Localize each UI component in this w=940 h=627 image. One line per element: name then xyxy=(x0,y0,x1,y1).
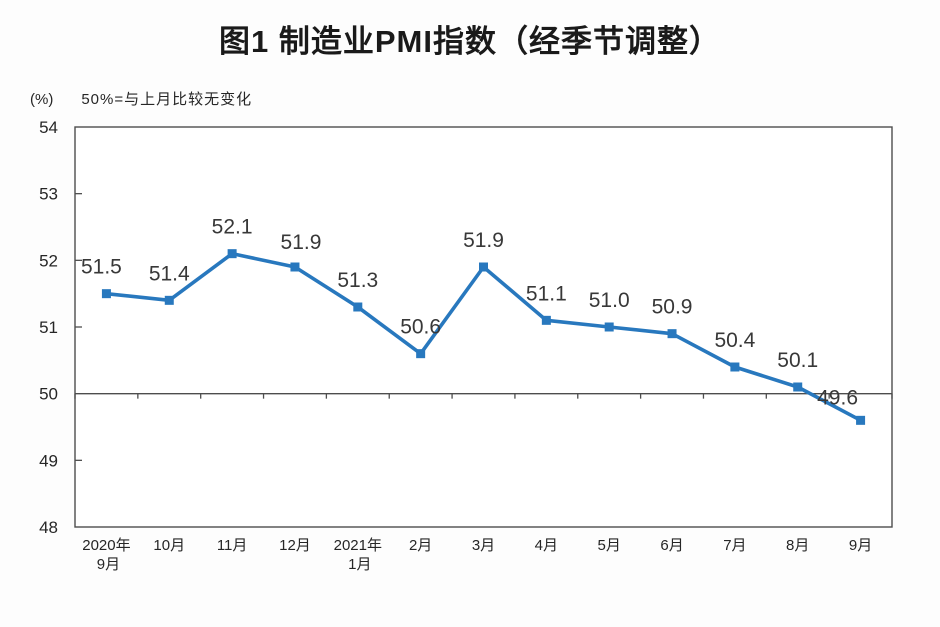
data-point-label: 51.9 xyxy=(281,231,322,254)
x-axis-label: 2月 xyxy=(409,537,432,554)
data-point-marker xyxy=(416,349,426,359)
y-tick-label: 50 xyxy=(39,385,58,404)
data-point-label: 50.6 xyxy=(400,316,441,339)
x-axis-label: 2021年 1月 xyxy=(334,537,382,573)
y-tick-label: 53 xyxy=(39,185,58,204)
y-tick-label: 48 xyxy=(39,518,58,537)
x-axis-label: 8月 xyxy=(786,537,809,554)
chart-title: 图1 制造业PMI指数（经季节调整） xyxy=(219,24,721,59)
y-axis-unit-label: (%) xyxy=(30,91,54,108)
y-tick-label: 49 xyxy=(39,451,58,470)
data-point-label: 51.1 xyxy=(526,282,567,305)
data-point-marker xyxy=(101,289,111,299)
data-point-marker xyxy=(793,382,803,392)
x-axis-label: 5月 xyxy=(598,537,621,554)
data-point-label: 50.1 xyxy=(777,349,818,372)
x-axis-label: 4月 xyxy=(535,537,558,554)
data-point-marker xyxy=(227,249,237,259)
x-axis-label: 12月 xyxy=(279,537,311,554)
plot-area-border xyxy=(74,126,893,528)
data-point-label: 50.4 xyxy=(714,329,755,352)
x-axis-label: 11月 xyxy=(217,537,248,554)
data-point-label: 51.0 xyxy=(589,289,630,312)
x-axis-label: 9月 xyxy=(849,537,872,554)
data-point-label: 52.1 xyxy=(212,216,253,239)
data-point-marker xyxy=(353,302,363,312)
x-axis-label: 3月 xyxy=(472,537,495,554)
y-tick-label: 52 xyxy=(39,251,58,270)
data-point-marker xyxy=(856,415,866,425)
data-point-label: 51.5 xyxy=(81,256,122,279)
data-point-label: 51.3 xyxy=(337,269,378,292)
data-point-label: 49.6 xyxy=(817,386,858,409)
data-point-marker xyxy=(290,262,300,272)
x-axis-label: 10月 xyxy=(153,537,185,554)
data-point-label: 50.9 xyxy=(652,296,693,319)
x-axis-label: 2020年 9月 xyxy=(82,537,130,573)
data-point-marker xyxy=(667,329,677,339)
x-axis-label: 6月 xyxy=(660,537,683,554)
data-point-label: 51.9 xyxy=(463,229,504,252)
data-point-marker xyxy=(479,262,488,272)
data-point-marker xyxy=(541,315,551,325)
axis-note-row: (%) 50%=与上月比较无变化 xyxy=(30,88,252,109)
reference-note: 50%=与上月比较无变化 xyxy=(81,91,253,108)
data-point-marker xyxy=(164,295,174,305)
x-axis-label: 7月 xyxy=(723,537,746,554)
y-tick-label: 54 xyxy=(39,118,58,137)
y-tick-label: 51 xyxy=(39,318,58,337)
data-point-marker xyxy=(730,362,740,372)
data-point-label: 51.4 xyxy=(149,262,190,285)
data-point-marker xyxy=(604,322,614,332)
